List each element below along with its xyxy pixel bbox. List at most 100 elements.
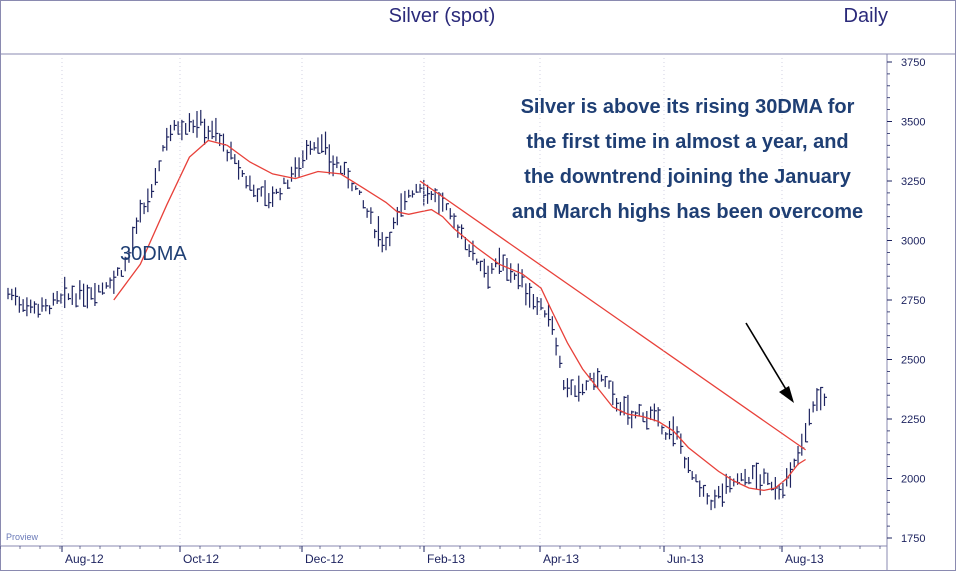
price-bar (464, 237, 468, 251)
price-bar (684, 456, 688, 469)
price-bar (256, 188, 260, 203)
price-bar (740, 473, 744, 482)
price-bar (18, 296, 22, 313)
price-bar (430, 191, 434, 201)
price-bar (147, 188, 151, 213)
price-bar (377, 216, 381, 247)
price-bar (631, 410, 635, 429)
chart-labels: Silver (spot) Daily 30DMA Proview (6, 5, 888, 542)
price-bar (45, 298, 49, 312)
price-bar (366, 208, 370, 218)
chart-annotation: Silver is above its rising 30DMA for the… (490, 90, 885, 230)
price-bar (789, 462, 793, 488)
price-bar (279, 187, 283, 201)
price-bar (483, 258, 487, 278)
price-bar (506, 258, 510, 281)
price-bar (324, 131, 329, 155)
price-bar (778, 484, 782, 500)
price-bar (521, 269, 525, 288)
price-bar (154, 168, 158, 186)
price-bar (188, 113, 192, 132)
x-tick-label: Jun-13 (667, 552, 704, 566)
price-bar (166, 127, 170, 151)
chart-title: Silver (spot) (389, 5, 496, 27)
price-bar (120, 270, 124, 277)
x-tick-label: Dec-12 (305, 552, 344, 566)
price-bar (139, 199, 143, 223)
ma-label: 30DMA (120, 243, 187, 265)
price-bar (653, 403, 657, 422)
price-bar (64, 276, 68, 309)
price-bar (374, 229, 378, 239)
y-tick-label: 2750 (901, 295, 925, 307)
annotation-line: the downtrend joining the January (524, 166, 851, 188)
price-bar (11, 288, 15, 301)
price-bar (113, 270, 117, 294)
price-bar (415, 183, 419, 193)
price-bar (472, 240, 476, 261)
price-bar (98, 284, 102, 293)
price-bar (67, 293, 71, 301)
price-bar (585, 380, 589, 391)
price-bar (158, 160, 162, 172)
price-bar (797, 445, 801, 466)
price-bar (128, 247, 132, 263)
watermark: Proview (6, 532, 39, 542)
y-tick-label: 2250 (901, 414, 925, 426)
price-bar (808, 408, 812, 426)
price-bar (317, 137, 321, 154)
price-bar (48, 305, 53, 315)
y-tick-label: 3750 (901, 57, 925, 69)
x-tick-label: Feb-13 (427, 552, 465, 566)
price-bar (328, 144, 332, 175)
price-bar (90, 287, 94, 300)
price-bar (340, 165, 344, 175)
price-bar (551, 316, 555, 335)
price-bar (287, 179, 291, 189)
price-bar (608, 380, 612, 389)
x-tick-label: Aug-13 (785, 552, 824, 566)
price-bar (94, 283, 98, 307)
price-bar (657, 407, 661, 427)
x-tick-label: Oct-12 (183, 552, 219, 566)
price-bar (26, 297, 30, 317)
price-bar (37, 303, 41, 318)
price-bar (294, 157, 298, 178)
price-bar (536, 296, 540, 315)
period-label: Daily (844, 5, 888, 27)
moving-average-line (113, 139, 806, 492)
price-bar (230, 141, 234, 160)
price-bar (75, 293, 79, 308)
price-bar (566, 378, 570, 398)
price-bar (404, 190, 408, 210)
price-bar (389, 231, 393, 247)
price-bar (268, 193, 272, 209)
price-bar (196, 111, 200, 138)
price-bar (200, 109, 204, 126)
price-bar (173, 120, 177, 131)
price-bar (207, 125, 211, 140)
price-bar (86, 284, 90, 309)
price-bar (525, 283, 529, 306)
annotation-line: Silver is above its rising 30DMA for (520, 96, 855, 118)
price-bar (109, 277, 113, 289)
price-bar (612, 381, 616, 406)
price-bar (408, 189, 412, 198)
price-bar (135, 217, 140, 234)
price-bar (687, 457, 691, 474)
price-bar (812, 401, 816, 413)
price-bar (638, 403, 642, 417)
price-bar (226, 149, 230, 162)
price-bar (619, 401, 623, 416)
price-bar (264, 180, 268, 207)
y-tick-label: 2000 (901, 474, 925, 486)
price-bar (22, 299, 26, 312)
price-bar (600, 374, 604, 382)
price-bar (385, 236, 389, 251)
x-tick-label: Aug-12 (65, 552, 104, 566)
price-bar (570, 379, 574, 396)
price-bar (169, 124, 174, 142)
price-bar (33, 301, 37, 314)
price-bar (804, 422, 809, 443)
